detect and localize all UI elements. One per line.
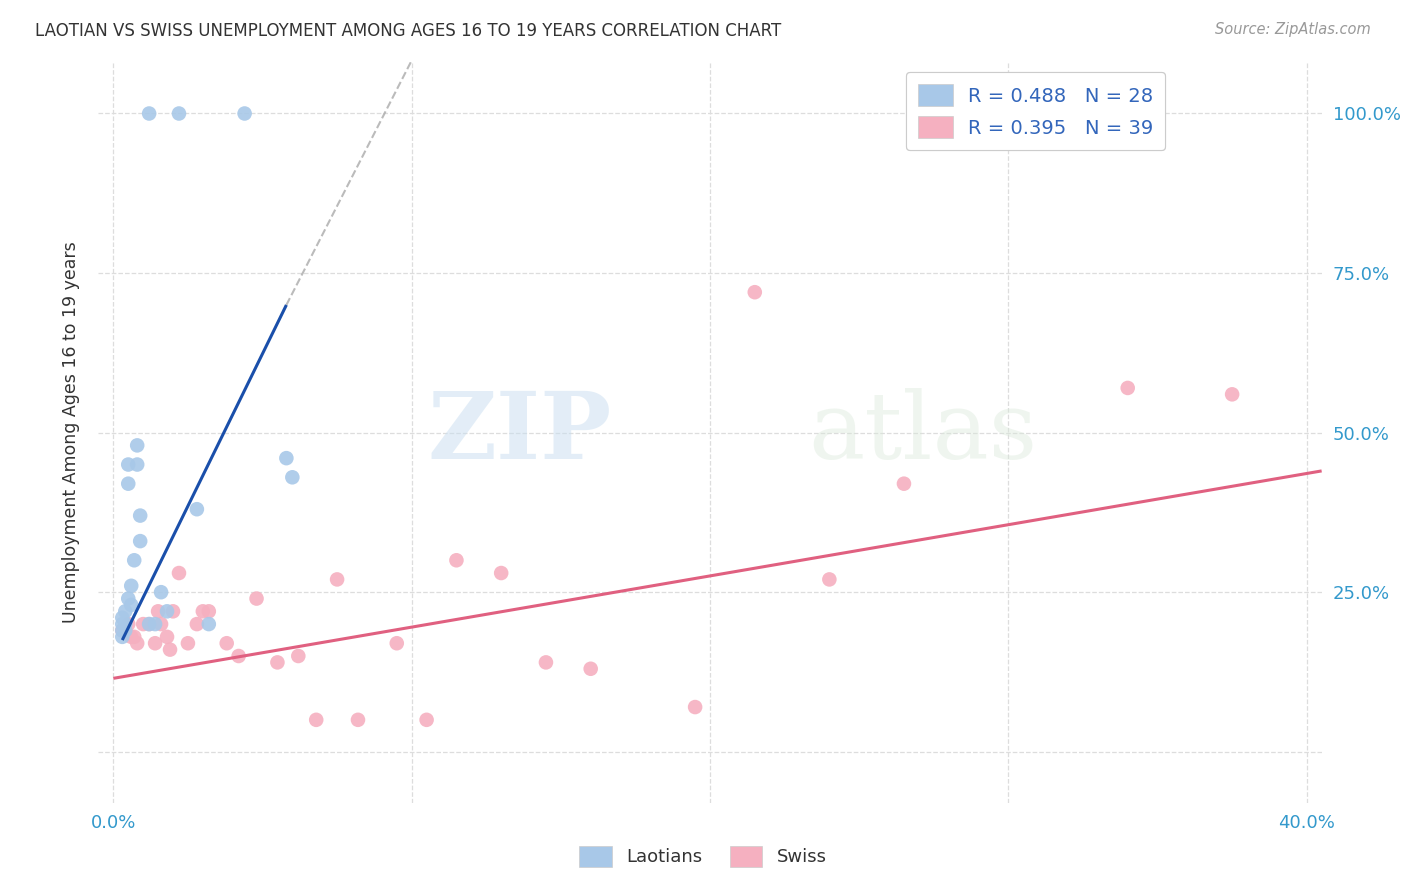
Text: atlas: atlas (808, 388, 1038, 477)
Point (150, 617, 173, 632)
Point (162, 604, 184, 618)
Point (117, 591, 139, 606)
Point (127, 438, 149, 452)
Point (385, 636, 408, 650)
Point (489, 566, 512, 580)
Point (266, 656, 288, 670)
Point (111, 630, 134, 644)
Point (198, 617, 221, 632)
Point (1220, 387, 1243, 401)
Point (120, 579, 142, 593)
Point (233, 106, 256, 120)
Text: Source: ZipAtlas.com: Source: ZipAtlas.com (1215, 22, 1371, 37)
Point (534, 656, 557, 670)
Point (114, 617, 136, 632)
Point (159, 642, 181, 657)
Point (893, 476, 915, 491)
Point (415, 713, 437, 727)
Point (276, 451, 298, 466)
Point (818, 573, 841, 587)
Point (143, 636, 166, 650)
Point (122, 553, 145, 567)
Text: LAOTIAN VS SWISS UNEMPLOYMENT AMONG AGES 16 TO 19 YEARS CORRELATION CHART: LAOTIAN VS SWISS UNEMPLOYMENT AMONG AGES… (35, 22, 782, 40)
Point (114, 624, 136, 638)
Point (111, 624, 134, 638)
Point (245, 591, 267, 606)
Point (186, 617, 208, 632)
Point (138, 617, 160, 632)
Point (111, 611, 134, 625)
Point (215, 636, 238, 650)
Point (156, 604, 179, 618)
Point (114, 604, 136, 618)
Point (281, 470, 304, 484)
Point (167, 106, 190, 120)
Legend: Laotians, Swiss: Laotians, Swiss (572, 838, 834, 874)
Point (138, 617, 160, 632)
Point (114, 624, 136, 638)
Point (186, 502, 208, 516)
Point (683, 700, 706, 714)
Point (127, 636, 149, 650)
Point (129, 508, 152, 523)
Point (305, 713, 328, 727)
Point (156, 630, 179, 644)
Point (117, 458, 139, 472)
Point (1116, 381, 1139, 395)
Point (191, 604, 214, 618)
Point (287, 648, 309, 663)
Point (129, 534, 152, 549)
Point (228, 648, 250, 663)
Point (326, 573, 349, 587)
Point (117, 617, 139, 632)
Point (744, 285, 766, 300)
Point (150, 585, 173, 599)
Point (117, 476, 139, 491)
Point (122, 630, 145, 644)
Point (446, 553, 468, 567)
Point (132, 617, 155, 632)
Point (347, 713, 370, 727)
Text: ZIP: ZIP (427, 388, 612, 477)
Point (143, 617, 166, 632)
Point (127, 458, 149, 472)
Point (120, 598, 142, 612)
Point (579, 662, 602, 676)
Point (198, 604, 221, 618)
Point (111, 617, 134, 632)
Point (111, 624, 134, 638)
Point (138, 106, 160, 120)
Point (167, 566, 190, 580)
Point (146, 604, 169, 618)
Point (120, 630, 142, 644)
Y-axis label: Unemployment Among Ages 16 to 19 years: Unemployment Among Ages 16 to 19 years (62, 242, 80, 624)
Point (177, 636, 200, 650)
Legend: R = 0.488   N = 28, R = 0.395   N = 39: R = 0.488 N = 28, R = 0.395 N = 39 (905, 72, 1166, 150)
